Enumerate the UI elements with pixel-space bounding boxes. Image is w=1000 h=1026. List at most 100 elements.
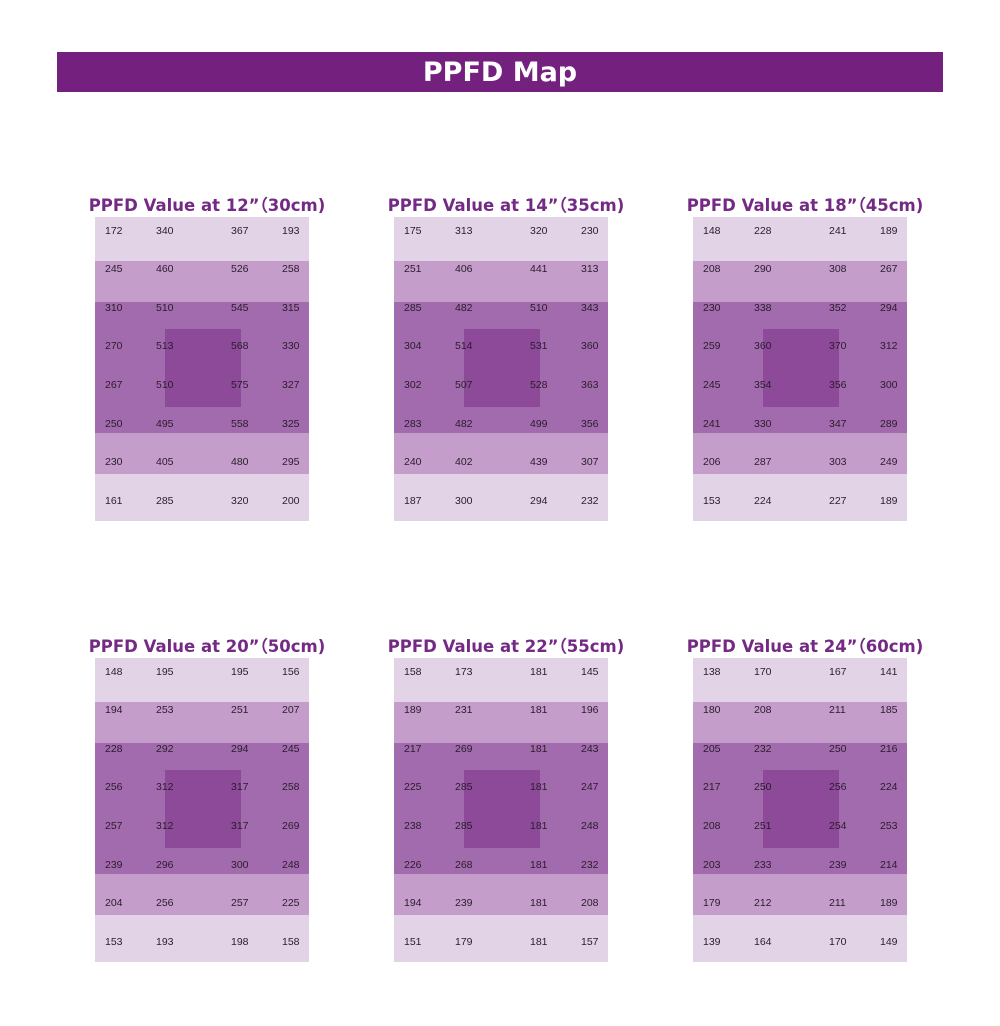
ppfd-value: 300 [231, 859, 249, 871]
intensity-band [95, 217, 309, 261]
ppfd-value: 510 [156, 379, 174, 391]
ppfd-value: 325 [282, 418, 300, 430]
ppfd-value: 198 [231, 936, 249, 948]
ppfd-value: 196 [581, 704, 599, 716]
ppfd-value: 285 [404, 302, 422, 314]
ppfd-value: 153 [703, 495, 721, 507]
ppfd-value: 285 [455, 820, 473, 832]
ppfd-value: 317 [231, 781, 249, 793]
ppfd-value: 245 [282, 743, 300, 755]
ppfd-value: 224 [880, 781, 898, 793]
ppfd-value: 170 [829, 936, 847, 948]
intensity-band [693, 702, 907, 743]
ppfd-value: 482 [455, 418, 473, 430]
ppfd-value: 441 [530, 263, 548, 275]
intensity-band [693, 658, 907, 702]
ppfd-value: 526 [231, 263, 249, 275]
ppfd-value: 211 [829, 704, 846, 716]
ppfd-value: 232 [581, 495, 599, 507]
ppfd-value: 208 [754, 704, 772, 716]
ppfd-value: 510 [530, 302, 548, 314]
ppfd-grid: 175 313 320 230 251 406 441 313 285 482 510 343 304 5… [394, 217, 608, 521]
ppfd-value: 558 [231, 418, 249, 430]
ppfd-value: 189 [880, 897, 898, 909]
ppfd-value: 320 [231, 495, 249, 507]
ppfd-value: 303 [829, 456, 847, 468]
ppfd-value: 232 [581, 859, 599, 871]
ppfd-value: 181 [530, 936, 548, 948]
panel-title: PPFD Value at 22”（55cm) [387, 637, 625, 656]
ppfd-value: 258 [282, 781, 300, 793]
ppfd-value: 149 [880, 936, 898, 948]
ppfd-grid: 172 340 367 193 245 460 526 258 310 510 545 315 270 5… [95, 217, 309, 521]
ppfd-value: 204 [105, 897, 123, 909]
ppfd-value: 460 [156, 263, 174, 275]
ppfd-value: 307 [581, 456, 599, 468]
ppfd-value: 294 [880, 302, 898, 314]
intensity-band [95, 874, 309, 915]
ppfd-value: 367 [231, 225, 249, 237]
ppfd-value: 239 [105, 859, 123, 871]
ppfd-value: 181 [530, 820, 548, 832]
ppfd-value: 289 [880, 418, 898, 430]
ppfd-value: 239 [455, 897, 473, 909]
ppfd-value: 510 [156, 302, 174, 314]
ppfd-value: 211 [829, 897, 846, 909]
ppfd-value: 194 [105, 704, 123, 716]
ppfd-value: 208 [703, 263, 721, 275]
ppfd-value: 157 [581, 936, 599, 948]
ppfd-value: 238 [404, 820, 422, 832]
ppfd-value: 181 [530, 666, 548, 678]
intensity-band [95, 915, 309, 962]
intensity-band [95, 474, 309, 521]
ppfd-value: 180 [703, 704, 721, 716]
ppfd-value: 370 [829, 340, 847, 352]
ppfd-value: 208 [581, 897, 599, 909]
ppfd-value: 189 [404, 704, 422, 716]
ppfd-value: 531 [530, 340, 548, 352]
ppfd-value: 285 [156, 495, 174, 507]
center-zone [464, 329, 540, 407]
ppfd-value: 354 [754, 379, 772, 391]
center-zone [763, 329, 839, 407]
intensity-band [394, 217, 608, 261]
ppfd-value: 507 [455, 379, 473, 391]
ppfd-value: 267 [105, 379, 123, 391]
ppfd-value: 145 [581, 666, 599, 678]
ppfd-value: 330 [754, 418, 772, 430]
ppfd-value: 290 [754, 263, 772, 275]
ppfd-value: 313 [581, 263, 599, 275]
ppfd-value: 256 [156, 897, 174, 909]
ppfd-value: 269 [282, 820, 300, 832]
ppfd-value: 320 [530, 225, 548, 237]
ppfd-value: 347 [829, 418, 847, 430]
ppfd-value: 217 [703, 781, 721, 793]
ppfd-value: 310 [105, 302, 123, 314]
ppfd-value: 175 [404, 225, 422, 237]
ppfd-value: 181 [530, 897, 548, 909]
panel-title: PPFD Value at 12”（30cm) [88, 196, 326, 215]
ppfd-value: 158 [282, 936, 300, 948]
page-title: PPFD Map [422, 56, 578, 88]
ppfd-value: 195 [156, 666, 174, 678]
ppfd-value: 259 [703, 340, 721, 352]
ppfd-value: 228 [105, 743, 123, 755]
intensity-band [693, 217, 907, 261]
ppfd-value: 304 [404, 340, 422, 352]
ppfd-value: 356 [581, 418, 599, 430]
ppfd-value: 313 [455, 225, 473, 237]
ppfd-value: 250 [754, 781, 772, 793]
panel-title: PPFD Value at 18”（45cm) [686, 196, 924, 215]
ppfd-value: 249 [880, 456, 898, 468]
ppfd-value: 230 [581, 225, 599, 237]
ppfd-value: 230 [703, 302, 721, 314]
ppfd-value: 287 [754, 456, 772, 468]
intensity-band [693, 474, 907, 521]
intensity-band [394, 702, 608, 743]
ppfd-value: 300 [880, 379, 898, 391]
ppfd-value: 138 [703, 666, 721, 678]
ppfd-value: 214 [880, 859, 898, 871]
ppfd-value: 205 [703, 743, 721, 755]
ppfd-value: 225 [282, 897, 300, 909]
ppfd-value: 151 [404, 936, 422, 948]
